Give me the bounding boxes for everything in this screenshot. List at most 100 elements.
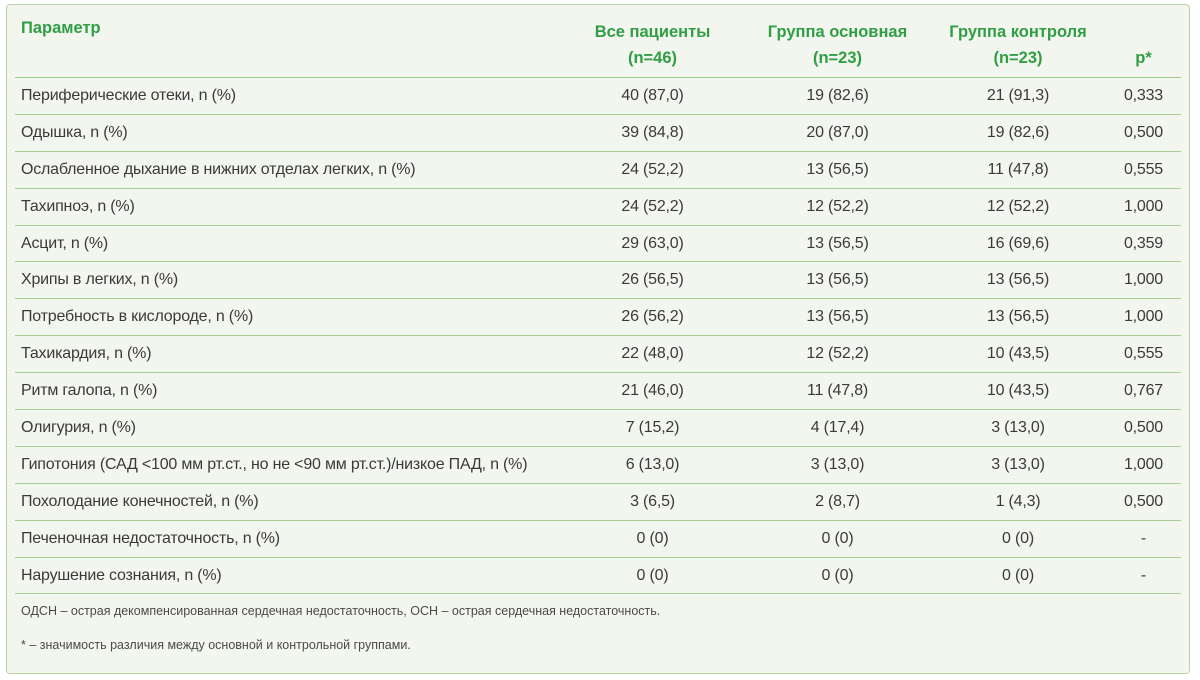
cell-all-patients: 6 (13,0) [560,446,745,484]
header-main-group-label: Группа основная [767,23,908,41]
cell-p-value: 0,500 [1106,114,1181,152]
cell-main-group: 0 (0) [745,520,930,558]
header-p-value: p* [1106,11,1181,78]
cell-control-group: 19 (82,6) [930,114,1106,152]
header-all-patients-label: Все пациенты [594,23,711,41]
cell-main-group: 11 (47,8) [745,372,930,411]
footnotes: ОДСН – острая декомпенсированная сердечн… [21,601,660,669]
cell-p-value: 0,555 [1106,335,1181,374]
cell-main-group: 2 (8,7) [745,483,930,521]
cell-parameter: Тахикардия, n (%) [15,335,560,374]
cell-all-patients: 0 (0) [560,520,745,558]
header-main-group-n: (n=23) [812,49,863,67]
cell-control-group: 12 (52,2) [930,188,1106,226]
cell-main-group: 12 (52,2) [745,335,930,374]
cell-parameter: Периферические отеки, n (%) [15,77,560,115]
cell-control-group: 21 (91,3) [930,77,1106,115]
cell-all-patients: 24 (52,2) [560,188,745,226]
cell-all-patients: 7 (15,2) [560,409,745,447]
cell-p-value: 0,500 [1106,483,1181,521]
table-row: Асцит, n (%) 29 (63,0) 13 (56,5) 16 (69,6) 0… [15,225,1181,263]
cell-main-group: 13 (56,5) [745,261,930,300]
cell-all-patients: 22 (48,0) [560,335,745,374]
header-main-group: Группа основная (n=23) [745,11,930,78]
cell-control-group: 3 (13,0) [930,446,1106,484]
cell-control-group: 10 (43,5) [930,335,1106,374]
cell-all-patients: 3 (6,5) [560,483,745,521]
cell-main-group: 12 (52,2) [745,188,930,226]
table-row: Тахикардия, n (%) 22 (48,0) 12 (52,2) 10 (4… [15,335,1181,374]
table-row: Печеночная недостаточность, n (%) 0 (0) 0 … [15,520,1181,558]
cell-parameter: Печеночная недостаточность, n (%) [15,520,560,558]
cell-main-group: 3 (13,0) [745,446,930,484]
table-row: Олигурия, n (%) 7 (15,2) 4 (17,4) 3 (13,0) 0… [15,409,1181,447]
cell-main-group: 13 (56,5) [745,151,930,189]
header-all-patients-n: (n=46) [627,49,678,67]
cell-control-group: 0 (0) [930,557,1106,595]
footnote-significance: * – значимость различия между основной и… [21,638,411,652]
cell-p-value: - [1106,520,1181,558]
footnote-abbreviations: ОДСН – острая декомпенсированная сердечн… [21,604,661,618]
cell-all-patients: 0 (0) [560,557,745,595]
cell-p-value: 0,555 [1106,151,1181,189]
data-table: Параметр Все пациенты (n=46) Группа осно… [15,11,1181,595]
table-row: Нарушение сознания, n (%) 0 (0) 0 (0) 0 (0)… [15,557,1181,595]
cell-main-group: 13 (56,5) [745,225,930,263]
cell-parameter: Одышка, n (%) [15,114,560,152]
cell-main-group: 0 (0) [745,557,930,595]
cell-all-patients: 40 (87,0) [560,77,745,115]
cell-parameter: Гипотония (САД <100 мм рт.ст., но не <90… [15,446,560,484]
cell-p-value: 1,000 [1106,446,1181,484]
cell-p-value: 1,000 [1106,298,1181,337]
cell-parameter: Тахипноэ, n (%) [15,188,560,226]
cell-all-patients: 39 (84,8) [560,114,745,152]
header-control-group-n: (n=23) [993,49,1043,67]
cell-all-patients: 29 (63,0) [560,225,745,263]
table-row: Тахипноэ, n (%) 24 (52,2) 12 (52,2) 12 (52,… [15,188,1181,226]
header-p-value-label: p* [1135,49,1152,67]
table-row: Ритм галопа, n (%) 21 (46,0) 11 (47,8) 10 (… [15,372,1181,411]
cell-parameter: Олигурия, n (%) [15,409,560,447]
table-row: Потребность в кислороде, n (%) 26 (56,2) 1… [15,298,1181,337]
cell-control-group: 13 (56,5) [930,261,1106,300]
cell-main-group: 4 (17,4) [745,409,930,447]
header-control-group: Группа контроля (n=23) [930,11,1106,78]
table-row: Одышка, n (%) 39 (84,8) 20 (87,0) 19 (82,6)… [15,114,1181,152]
cell-parameter: Хрипы в легких, n (%) [15,261,560,300]
cell-control-group: 11 (47,8) [930,151,1106,189]
cell-all-patients: 26 (56,5) [560,261,745,300]
cell-p-value: 1,000 [1106,261,1181,300]
cell-p-value: 0,359 [1106,225,1181,263]
cell-parameter: Похолодание конечностей, n (%) [15,483,560,521]
table-row: Гипотония (САД <100 мм рт.ст., но не <90… [15,446,1181,484]
table-header-row: Параметр Все пациенты (n=46) Группа осно… [15,11,1181,78]
cell-all-patients: 26 (56,2) [560,298,745,337]
table-row: Хрипы в легких, n (%) 26 (56,5) 13 (56,5) 1… [15,261,1181,300]
cell-main-group: 20 (87,0) [745,114,930,152]
cell-parameter: Ритм галопа, n (%) [15,372,560,411]
table-row: Ослабленное дыхание в нижних отделах лег… [15,151,1181,189]
header-parameter: Параметр [15,11,560,78]
cell-parameter: Потребность в кислороде, n (%) [15,298,560,337]
cell-p-value: 1,000 [1106,188,1181,226]
cell-all-patients: 21 (46,0) [560,372,745,411]
cell-p-value: - [1106,557,1181,595]
cell-p-value: 0,500 [1106,409,1181,447]
cell-parameter: Асцит, n (%) [15,225,560,263]
cell-control-group: 10 (43,5) [930,372,1106,411]
table-row: Похолодание конечностей, n (%) 3 (6,5) 2 (… [15,483,1181,521]
table-row: Периферические отеки, n (%) 40 (87,0) 19 (… [15,77,1181,115]
cell-control-group: 0 (0) [930,520,1106,558]
table-panel: Параметр Все пациенты (n=46) Группа осно… [6,4,1190,674]
header-control-group-label: Группа контроля [949,23,1087,41]
cell-control-group: 16 (69,6) [930,225,1106,263]
cell-parameter: Ослабленное дыхание в нижних отделах лег… [15,151,560,189]
cell-all-patients: 24 (52,2) [560,151,745,189]
cell-control-group: 13 (56,5) [930,298,1106,337]
cell-control-group: 3 (13,0) [930,409,1106,447]
cell-main-group: 19 (82,6) [745,77,930,115]
table-body: Периферические отеки, n (%) 40 (87,0) 19 (… [15,77,1181,595]
header-all-patients: Все пациенты (n=46) [560,11,745,78]
cell-parameter: Нарушение сознания, n (%) [15,557,560,595]
cell-main-group: 13 (56,5) [745,298,930,337]
